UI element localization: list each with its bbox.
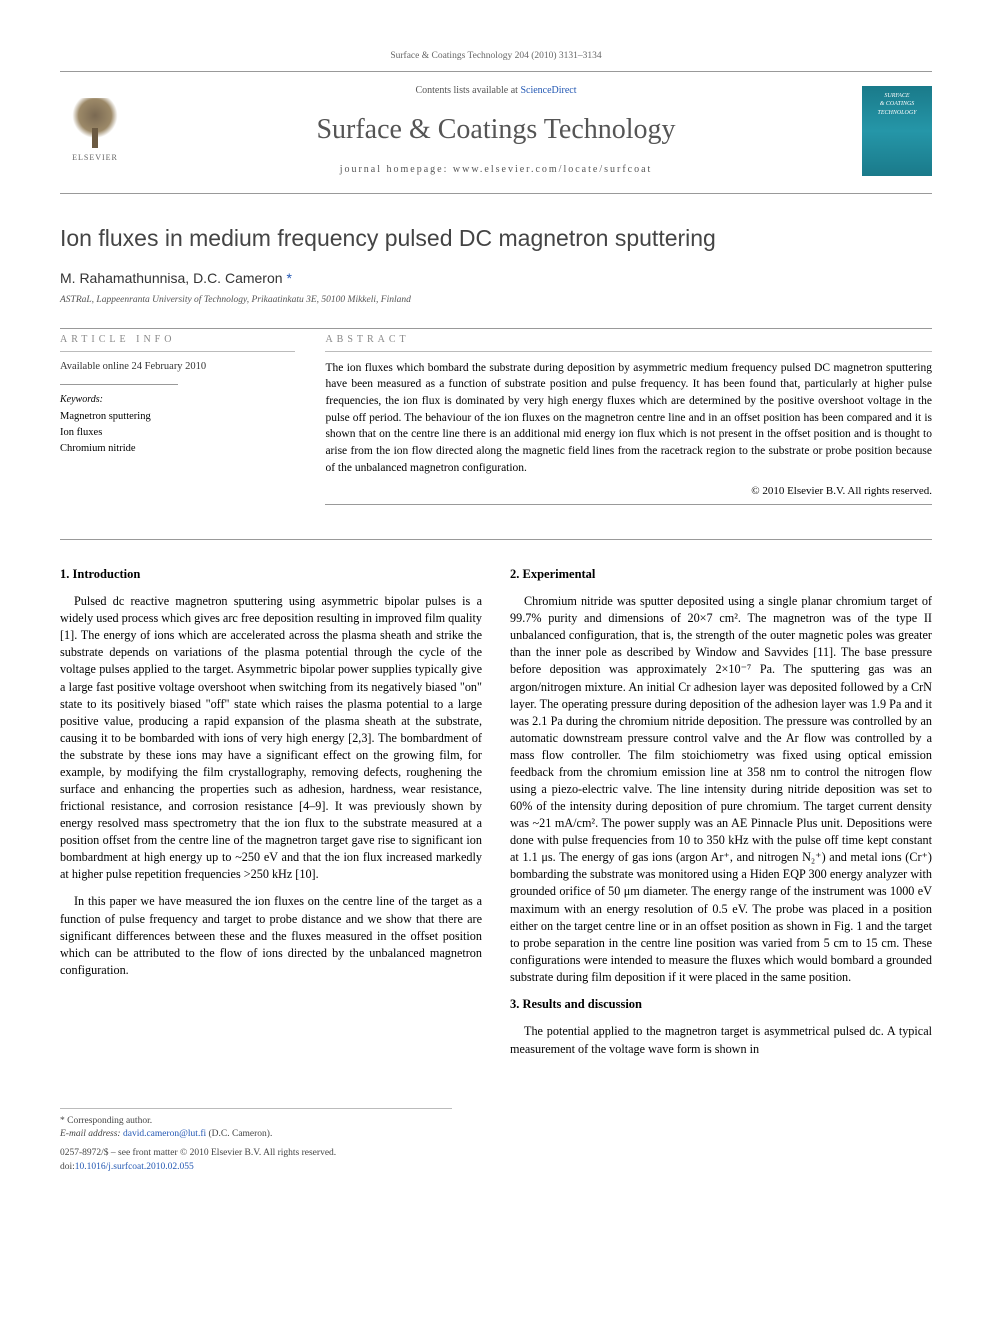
homepage-prefix: journal homepage:	[340, 164, 453, 175]
section-2-heading: 2. Experimental	[510, 566, 932, 584]
article-title: Ion fluxes in medium frequency pulsed DC…	[60, 222, 932, 254]
doi-link[interactable]: 10.1016/j.surfcoat.2010.02.055	[75, 1162, 194, 1172]
article-info-column: ARTICLE INFO Available online 24 Februar…	[60, 333, 295, 509]
section-1-para-1: Pulsed dc reactive magnetron sputtering …	[60, 593, 482, 883]
keyword-1: Magnetron sputtering	[60, 409, 295, 425]
journal-banner: ELSEVIER Contents lists available at Sci…	[60, 76, 932, 189]
article-info-label: ARTICLE INFO	[60, 333, 295, 352]
contents-prefix: Contents lists available at	[415, 85, 520, 96]
email-label: E-mail address:	[60, 1129, 123, 1139]
divider	[325, 504, 932, 505]
author-list: M. Rahamathunnisa, D.C. Cameron *	[60, 269, 932, 289]
issn-line: 0257-8972/$ – see front matter © 2010 El…	[60, 1147, 452, 1160]
abstract-copyright: © 2010 Elsevier B.V. All rights reserved…	[325, 484, 932, 499]
left-column: 1. Introduction Pulsed dc reactive magne…	[60, 560, 482, 1068]
abstract-label: ABSTRACT	[325, 333, 932, 352]
section-2-para-1: Chromium nitride was sputter deposited u…	[510, 593, 932, 986]
cover-line-1: SURFACE	[884, 92, 909, 100]
divider	[60, 328, 932, 329]
corresponding-author-marker[interactable]: *	[286, 270, 291, 286]
homepage-url[interactable]: www.elsevier.com/locate/surfcoat	[453, 164, 652, 175]
keywords-list: Magnetron sputtering Ion fluxes Chromium…	[60, 409, 295, 456]
elsevier-label: ELSEVIER	[72, 152, 118, 163]
section-1-para-2: In this paper we have measured the ion f…	[60, 893, 482, 978]
right-column: 2. Experimental Chromium nitride was spu…	[510, 560, 932, 1068]
email-line: E-mail address: david.cameron@lut.fi (D.…	[60, 1128, 452, 1141]
elsevier-tree-icon	[70, 98, 120, 148]
divider	[60, 71, 932, 72]
email-suffix: (D.C. Cameron).	[206, 1129, 272, 1139]
cover-line-3: TECHNOLOGY	[877, 109, 916, 117]
journal-cover-thumbnail: SURFACE & COATINGS TECHNOLOGY	[862, 86, 932, 176]
abstract-text: The ion fluxes which bombard the substra…	[325, 360, 932, 477]
doi-label: doi:	[60, 1162, 75, 1172]
keyword-2: Ion fluxes	[60, 425, 295, 441]
corresponding-author-note: * Corresponding author.	[60, 1115, 452, 1128]
keyword-3: Chromium nitride	[60, 441, 295, 457]
running-head: Surface & Coatings Technology 204 (2010)…	[60, 50, 932, 63]
keywords-label: Keywords:	[60, 393, 295, 407]
body-columns: 1. Introduction Pulsed dc reactive magne…	[60, 560, 932, 1068]
section-3-heading: 3. Results and discussion	[510, 996, 932, 1014]
available-online-date: Available online 24 February 2010	[60, 360, 295, 375]
divider	[60, 384, 178, 385]
doi-line: doi:10.1016/j.surfcoat.2010.02.055	[60, 1161, 452, 1174]
elsevier-logo: ELSEVIER	[60, 91, 130, 171]
homepage-line: journal homepage: www.elsevier.com/locat…	[130, 163, 862, 177]
section-1-heading: 1. Introduction	[60, 566, 482, 584]
journal-name: Surface & Coatings Technology	[130, 110, 862, 149]
divider	[60, 539, 932, 540]
author-names: M. Rahamathunnisa, D.C. Cameron	[60, 270, 286, 286]
affiliation: ASTRaL, Lappeenranta University of Techn…	[60, 294, 932, 307]
abstract-column: ABSTRACT The ion fluxes which bombard th…	[325, 333, 932, 509]
sciencedirect-link[interactable]: ScienceDirect	[520, 85, 576, 96]
footer-block: * Corresponding author. E-mail address: …	[60, 1108, 452, 1174]
divider	[60, 193, 932, 194]
cover-line-2: & COATINGS	[880, 100, 915, 108]
contents-available-line: Contents lists available at ScienceDirec…	[130, 84, 862, 98]
section-3-para-1: The potential applied to the magnetron t…	[510, 1023, 932, 1057]
corresponding-email-link[interactable]: david.cameron@lut.fi	[123, 1129, 206, 1139]
